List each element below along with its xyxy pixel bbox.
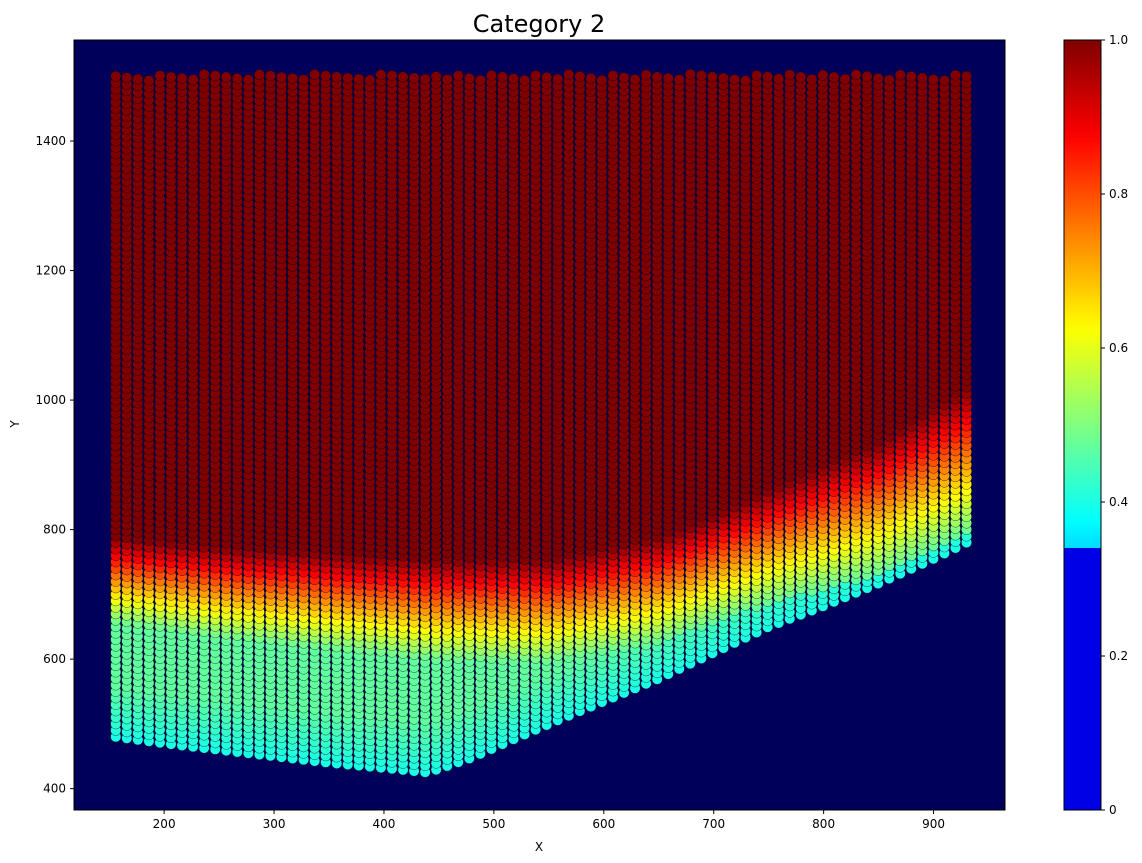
scatter-point: [176, 73, 188, 84]
scatter-point: [585, 72, 597, 84]
scatter-point: [198, 69, 210, 80]
scatter-point: [397, 71, 409, 83]
scatter-point: [276, 71, 287, 83]
scatter-point: [121, 72, 133, 84]
scatter-point: [452, 70, 464, 82]
scatter-point: [364, 74, 376, 86]
chart-title: Category 2: [473, 10, 606, 38]
scatter-points: [110, 68, 972, 778]
scatter-point: [154, 70, 166, 82]
scatter-point: [463, 73, 475, 84]
scatter-point: [552, 73, 564, 85]
scatter-point: [497, 71, 508, 83]
scatter-point: [563, 69, 575, 80]
scatter-point: [574, 71, 586, 82]
scatter-point: [508, 73, 519, 84]
scatter-point: [254, 69, 265, 80]
scatter-point: [519, 74, 530, 86]
scatter-point: [541, 71, 553, 83]
scatter-point: [408, 72, 420, 84]
scatter-point: [530, 70, 541, 81]
scatter-point: [220, 71, 232, 83]
scatter-point: [309, 69, 321, 80]
scatter-point: [375, 69, 387, 81]
scatter-point: [430, 71, 442, 83]
scatter-point: [607, 70, 619, 82]
scatter-point: [209, 70, 221, 82]
scatter-point: [618, 72, 630, 84]
scatter-point: [320, 70, 332, 82]
scatter-point: [143, 75, 155, 87]
scatter-point: [287, 73, 298, 84]
scatter-point: [187, 74, 199, 86]
scatter-point: [110, 70, 122, 82]
scatter-point: [298, 74, 309, 86]
scatter-point: [419, 73, 431, 85]
scatter-point: [441, 74, 453, 85]
scatter-point: [132, 73, 144, 85]
plot-area: [73, 39, 1006, 811]
scatter-point: [331, 71, 343, 83]
scatter-point: [265, 70, 276, 82]
scatter-point: [353, 73, 365, 85]
scatter-point: [242, 74, 254, 86]
scatter-point: [486, 70, 497, 81]
scatter-point: [342, 72, 354, 84]
scatter-point: [386, 70, 398, 82]
scatter-point: [475, 74, 486, 86]
scatter-point: [231, 73, 243, 84]
scatter-point: [596, 74, 608, 86]
scatter-point: [165, 71, 177, 83]
